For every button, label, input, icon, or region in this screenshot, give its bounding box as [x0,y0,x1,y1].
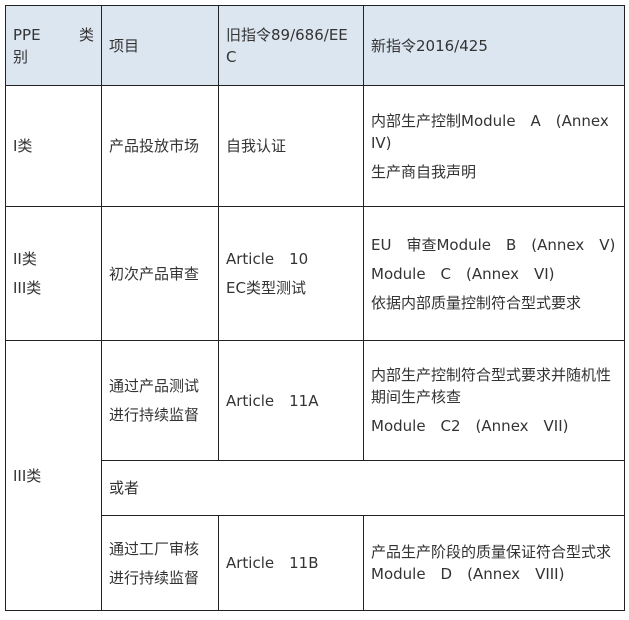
cell-or: 或者 [101,460,625,516]
header-category-text: PPE [13,25,41,44]
header-category-text: 类 [78,25,94,44]
cell-text: III类 [13,279,42,297]
cell-item: 通过产品测试 进行持续监督 [101,340,219,461]
table-row: 通过工厂审核 进行持续监督 Article 11B 产品生产阶段的质量保证符合型式… [6,515,625,611]
header-old-text: 旧指令89/686/EE [226,25,348,44]
table-row: II类 III类 初次产品审查 Article 10 EC类型测试 EU 审查Mod… [5,206,625,341]
cell-item: 产品投放市场 [101,85,219,207]
cell-text: 通过工厂审核 [109,539,200,558]
cell-text: 进行持续监督 [109,406,200,424]
cell-item: 初次产品审查 [101,206,219,341]
cell-text: 依据内部质量控制符合型式要求 [371,293,582,312]
cell-new: 内部生产控制符合型式要求并随机性期间生产核查 Module C2 (Annex V… [363,340,625,461]
cell-text: Module C (Annex VI) [371,264,555,283]
cell-category: III类 [5,340,102,611]
header-row: PPE 类别 项目 旧指令89/686/EE C 新指令2016/425 [5,5,625,86]
cell-old: 自我认证 [218,85,364,207]
cell-new: EU 审查Module B (Annex V) Module C (Annex V… [363,206,625,341]
table-row: III类 通过产品测试 进行持续监督 Article 11A 内部生产控制符合型式… [5,340,625,611]
cell-text: Module C2 (Annex VII) [371,417,569,435]
directive-comparison-table: PPE 类别 项目 旧指令89/686/EE C 新指令2016/425 I类 产品… [5,5,625,611]
header-old-text: C [226,47,237,66]
cell-text: II类 [13,250,37,268]
header-item: 项目 [101,5,219,86]
header-old: 旧指令89/686/EE C [218,5,364,86]
cell-category: I类 [5,85,102,207]
header-category: PPE 类别 [5,5,102,86]
cell-old: Article 11A [218,340,364,461]
cell-text: EC类型测试 [226,279,306,297]
cell-text: 进行持续监督 [109,568,200,587]
cell-old: Article 11B [218,515,364,611]
table-row: I类 产品投放市场 自我认证 内部生产控制Module A (Annex IV)… [5,85,625,207]
cell-text: EU 审查Module B (Annex V) [371,235,616,254]
cell-text: 内部生产控制符合型式要求并随机性期间生产核查 [371,366,612,406]
cell-text: 通过产品测试 [109,377,200,395]
cell-text: Article 10 [226,250,309,268]
cell-text: 生产商自我声明 [371,162,477,181]
cell-item: 通过工厂审核 进行持续监督 [101,515,219,611]
header-category-text: 别 [13,47,29,66]
cell-category: II类 III类 [5,206,102,341]
table-row: 或者 [6,460,625,516]
header-new: 新指令2016/425 [363,5,625,86]
cell-new: 内部生产控制Module A (Annex IV) 生产商自我声明 [363,85,625,207]
cell-text: 内部生产控制Module A (Annex IV) [371,111,609,152]
cell-new: 产品生产阶段的质量保证符合型式求Module D (Annex VIII) [363,515,625,611]
cell-old: Article 10 EC类型测试 [218,206,364,341]
